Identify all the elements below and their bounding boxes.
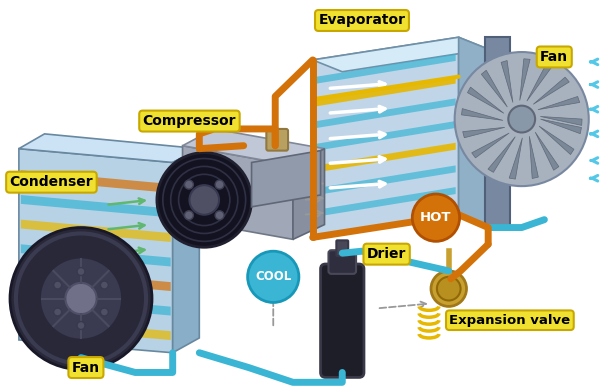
Polygon shape bbox=[317, 143, 455, 172]
Circle shape bbox=[65, 283, 97, 314]
Polygon shape bbox=[538, 96, 580, 110]
Text: Drier: Drier bbox=[367, 247, 406, 261]
Polygon shape bbox=[463, 127, 505, 138]
Text: Compressor: Compressor bbox=[143, 114, 236, 128]
Circle shape bbox=[184, 211, 193, 220]
Polygon shape bbox=[520, 59, 530, 100]
Text: Expansion valve: Expansion valve bbox=[449, 314, 571, 327]
Text: COOL: COOL bbox=[255, 270, 292, 283]
FancyBboxPatch shape bbox=[337, 240, 348, 256]
Polygon shape bbox=[472, 133, 509, 158]
Polygon shape bbox=[501, 60, 513, 103]
Circle shape bbox=[248, 251, 299, 303]
Circle shape bbox=[77, 321, 85, 330]
Polygon shape bbox=[182, 129, 325, 165]
FancyBboxPatch shape bbox=[328, 250, 356, 274]
Polygon shape bbox=[539, 126, 574, 154]
Polygon shape bbox=[541, 119, 581, 134]
FancyBboxPatch shape bbox=[320, 264, 364, 378]
Polygon shape bbox=[485, 37, 510, 227]
Circle shape bbox=[184, 180, 193, 189]
Circle shape bbox=[40, 257, 122, 340]
Polygon shape bbox=[251, 151, 320, 207]
Polygon shape bbox=[317, 54, 455, 83]
Circle shape bbox=[215, 211, 224, 220]
Text: Fan: Fan bbox=[72, 360, 100, 374]
Polygon shape bbox=[535, 132, 559, 170]
Polygon shape bbox=[21, 318, 171, 340]
Polygon shape bbox=[21, 294, 171, 316]
Circle shape bbox=[455, 52, 589, 186]
Text: Condenser: Condenser bbox=[10, 175, 93, 189]
Circle shape bbox=[412, 194, 460, 241]
Circle shape bbox=[77, 268, 85, 275]
Polygon shape bbox=[21, 244, 171, 266]
Circle shape bbox=[100, 281, 109, 289]
Circle shape bbox=[437, 277, 461, 300]
Circle shape bbox=[190, 185, 219, 215]
Circle shape bbox=[100, 308, 109, 316]
Polygon shape bbox=[317, 77, 455, 106]
Polygon shape bbox=[481, 70, 508, 107]
Polygon shape bbox=[293, 149, 325, 239]
Polygon shape bbox=[21, 195, 171, 218]
Polygon shape bbox=[461, 108, 503, 121]
FancyBboxPatch shape bbox=[266, 129, 288, 151]
Circle shape bbox=[10, 227, 152, 369]
Circle shape bbox=[157, 152, 251, 247]
Text: HOT: HOT bbox=[420, 211, 452, 224]
Polygon shape bbox=[529, 136, 538, 179]
Polygon shape bbox=[182, 146, 293, 239]
Polygon shape bbox=[467, 87, 504, 113]
Polygon shape bbox=[21, 220, 171, 242]
Polygon shape bbox=[313, 37, 458, 238]
Polygon shape bbox=[527, 64, 552, 101]
Polygon shape bbox=[317, 121, 455, 151]
Polygon shape bbox=[313, 37, 488, 72]
Circle shape bbox=[53, 308, 62, 316]
Polygon shape bbox=[19, 134, 199, 163]
Polygon shape bbox=[21, 170, 171, 193]
Polygon shape bbox=[540, 117, 582, 126]
Polygon shape bbox=[19, 149, 173, 353]
Polygon shape bbox=[317, 187, 455, 217]
Circle shape bbox=[431, 271, 466, 307]
Text: Evaporator: Evaporator bbox=[319, 14, 406, 27]
Polygon shape bbox=[509, 138, 523, 179]
Polygon shape bbox=[21, 269, 171, 291]
Polygon shape bbox=[458, 37, 488, 227]
Circle shape bbox=[508, 106, 535, 133]
Polygon shape bbox=[488, 137, 515, 172]
Polygon shape bbox=[533, 77, 569, 104]
Polygon shape bbox=[317, 98, 455, 128]
Polygon shape bbox=[317, 165, 455, 195]
Text: Fan: Fan bbox=[540, 50, 568, 64]
Polygon shape bbox=[173, 149, 199, 353]
Circle shape bbox=[215, 180, 224, 189]
Circle shape bbox=[53, 281, 62, 289]
